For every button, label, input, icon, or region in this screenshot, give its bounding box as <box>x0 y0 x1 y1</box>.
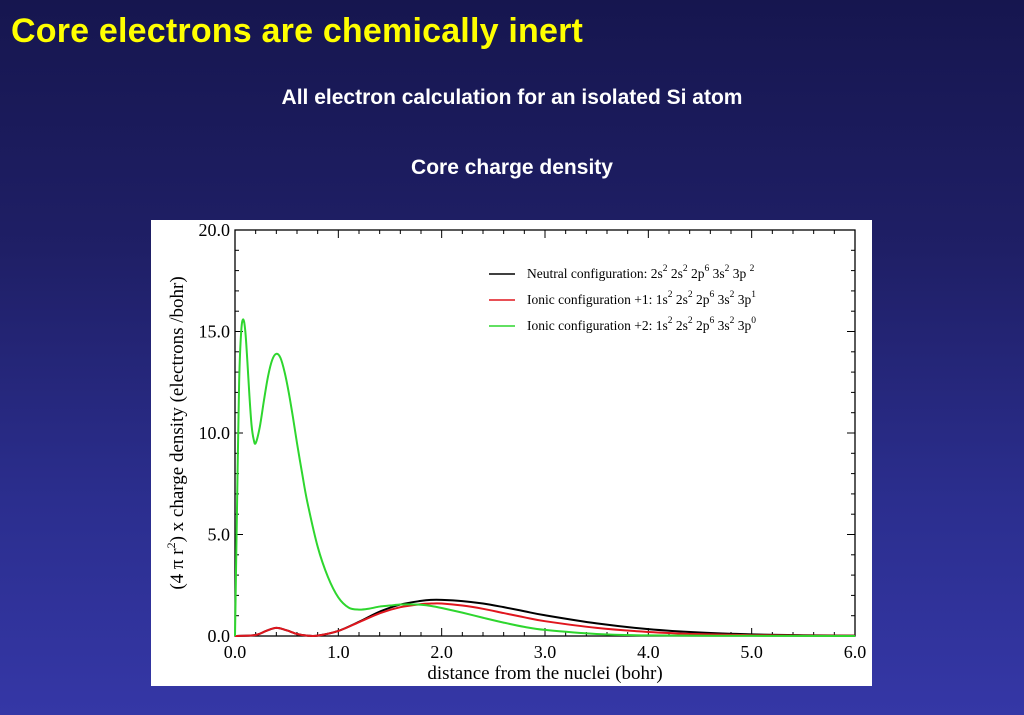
y-tick-label: 20.0 <box>199 220 231 240</box>
series-line-ionic2 <box>234 318 856 637</box>
charge-density-chart: 0.0 1.0 2.0 3.0 4.0 5.0 6.00.05.010.015.020.0 … <box>164 220 867 684</box>
tick-labels: 0.0 1.0 2.0 3.0 4.0 5.0 6.0 0.0 5.0 10.0 15.0 20.0 <box>199 220 867 662</box>
y-tick-label: 10.0 <box>199 423 231 443</box>
legend: Neutral configuration: 2s2 2s2 2p6 3s2 3… <box>489 264 756 333</box>
x-tick-label: 2.0 <box>430 642 453 662</box>
axis-ticks <box>234 229 856 637</box>
x-axis-label: distance from the nuclei (bohr) <box>427 663 662 684</box>
y-tick-label: 5.0 <box>208 525 231 545</box>
chart-panel: 0.0 1.0 2.0 3.0 4.0 5.0 6.0 0.0 5.0 10.0 15.0 20.0 … <box>151 220 872 686</box>
x-tick-label: 3.0 <box>534 642 557 662</box>
slide-title: Core electrons are chemically inert <box>11 12 584 50</box>
x-tick-label: 4.0 <box>637 642 660 662</box>
slide-subtitle: All electron calculation for an isolated… <box>281 86 743 109</box>
x-tick-label: 6.0 <box>844 642 867 662</box>
x-tick-label: 5.0 <box>740 642 763 662</box>
legend-label-ionic1: Ionic configuration +1: 1s2 2s2 2p6 3s2 … <box>527 290 756 307</box>
series-line-ionic1 <box>234 602 856 638</box>
y-tick-label: 0.0 <box>208 626 231 646</box>
legend-label-ionic2: Ionic configuration +2: 1s2 2s2 2p6 3s2 … <box>527 316 756 333</box>
y-tick-label: 15.0 <box>199 322 231 342</box>
x-tick-label: 0.0 <box>224 642 247 662</box>
legend-label-neutral: Neutral configuration: 2s2 2s2 2p6 3s2 3… <box>527 264 755 281</box>
series-curves <box>234 318 856 638</box>
section-label: Core charge density <box>411 156 613 179</box>
x-tick-label: 1.0 <box>327 642 350 662</box>
y-axis-label: (4 π r2) x charge density (electrons /bo… <box>164 276 188 589</box>
